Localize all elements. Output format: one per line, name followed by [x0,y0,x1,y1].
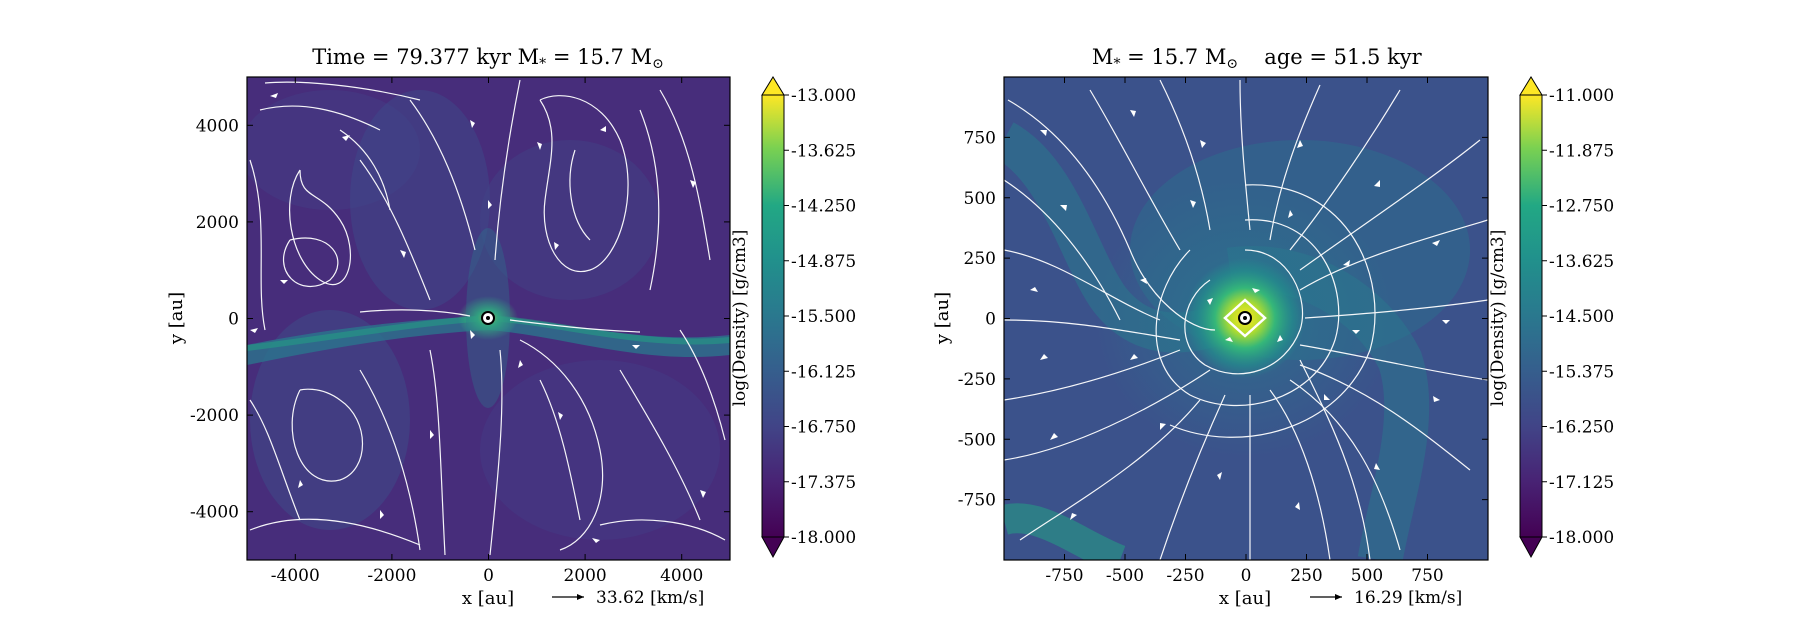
colorbar-tick-label: -11.875 [1549,141,1614,161]
colorbar-tick-label: -16.750 [791,418,856,438]
y-tick-label: 500 [964,189,996,209]
right-velocity-key-label: 16.29 [km/s] [1354,588,1462,608]
colorbar-tick-label: -14.875 [791,252,856,272]
y-tick-label: 4000 [196,116,239,136]
x-tick-label: -4000 [271,566,320,586]
right-streamlines [1004,79,1488,560]
left-velocity-key-label: 33.62 [km/s] [596,588,704,608]
left-velocity-key: 33.62 [km/s] [552,588,704,608]
left-colorbar: -13.000 -13.625 -14.250 -14.875 -15.500 -16.1… [730,76,856,559]
right-velocity-arrows [1030,110,1450,520]
left-panel-title: Time = 79.377 kyr M* = 15.7 M⊙ [312,45,664,72]
right-panel: M* = 15.7 M⊙ age = 51.5 kyr [932,45,1614,609]
right-colorbar-label: log(Density) [g/cm3] [1488,230,1508,407]
y-tick-label: 0 [985,310,996,330]
colorbar-tick-label: -15.375 [1549,362,1614,382]
x-tick-label: -250 [1166,566,1204,586]
x-tick-label: 500 [1351,566,1383,586]
x-tick-label: -750 [1045,566,1083,586]
colorbar-tick-label: -15.500 [791,307,856,327]
colorbar-tick-label: -16.250 [1549,418,1614,438]
left-velocity-arrows [250,93,706,543]
y-tick-label: 750 [964,128,996,148]
x-tick-label: 2000 [563,566,606,586]
colorbar-tick-label: -12.750 [1549,197,1614,217]
x-tick-label: 750 [1411,566,1443,586]
right-panel-age: age = 51.5 kyr [1264,45,1422,69]
colorbar-tick-label: -14.500 [1549,307,1614,327]
x-tick-label: -2000 [367,566,416,586]
colorbar-tick-label: -13.625 [791,141,856,161]
y-tick-label: 250 [964,249,996,269]
x-tick-label: 4000 [660,566,703,586]
left-axis-ticks: -4000 -2000 0 2000 4000 4000 2000 0 -2000 -4000 [190,77,730,586]
left-xlabel: x [au] [462,588,514,609]
x-tick-label: -500 [1106,566,1144,586]
right-colorbar: -11.000 -11.875 -12.750 -13.625 -14.500 -15.3… [1488,76,1614,559]
left-streamlines [249,79,726,556]
right-xlabel: x [au] [1219,588,1271,609]
right-ylabel: y [au] [932,292,953,345]
colorbar-tick-label: -14.250 [791,197,856,217]
right-panel-title: M* = 15.7 M⊙ [1092,45,1238,72]
colorbar-tick-label: -16.125 [791,362,856,382]
colorbar-tick-label: -13.625 [1549,252,1614,272]
colorbar-tick-label: -17.375 [791,473,856,493]
left-density-map [247,77,730,560]
colorbar-tick-label: -11.000 [1549,86,1614,106]
colorbar-tick-label: -17.125 [1549,473,1614,493]
y-tick-label: 2000 [196,213,239,233]
x-tick-label: 0 [1241,566,1252,586]
y-tick-label: -4000 [190,503,239,523]
y-tick-label: -250 [958,370,996,390]
left-ylabel: y [au] [166,292,187,345]
colorbar-tick-label: -18.000 [791,528,856,548]
y-tick-label: -2000 [190,406,239,426]
right-density-map [1004,77,1488,560]
left-panel: Time = 79.377 kyr M* = 15.7 M⊙ [166,45,856,609]
y-tick-label: -750 [958,491,996,511]
x-tick-label: 0 [483,566,494,586]
x-tick-label: 250 [1290,566,1322,586]
colorbar-tick-label: -18.000 [1549,528,1614,548]
right-axis-ticks: -750 -500 -250 0 250 500 750 750 500 250 0 -250 -500… [958,77,1488,586]
left-colorbar-label: log(Density) [g/cm3] [730,230,750,407]
y-tick-label: 0 [228,310,239,330]
right-velocity-key: 16.29 [km/s] [1310,588,1462,608]
colorbar-tick-label: -13.000 [791,86,856,106]
y-tick-label: -500 [958,430,996,450]
